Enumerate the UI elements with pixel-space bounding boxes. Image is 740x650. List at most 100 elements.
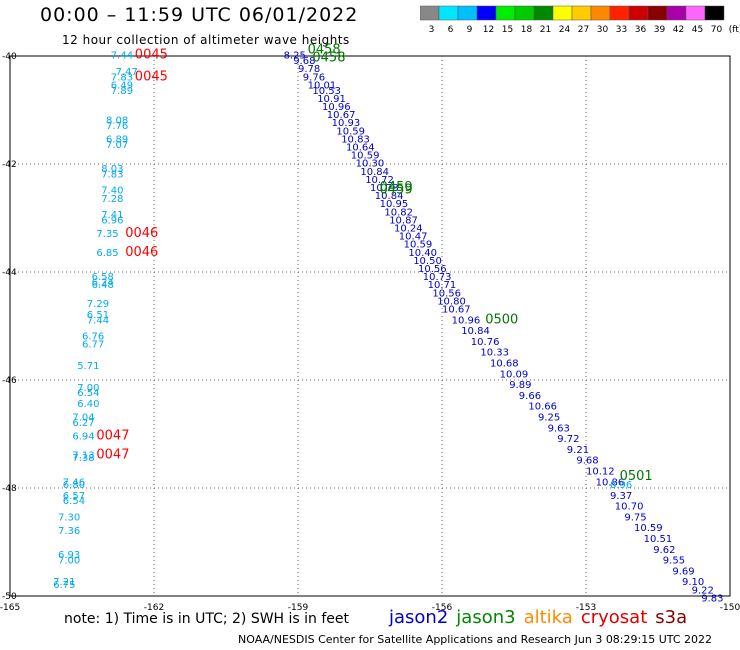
wave-height-label: 10.24	[394, 224, 423, 235]
wave-height-label: 10.56	[418, 264, 447, 275]
wave-height-label: 7.04	[72, 413, 94, 424]
wave-height-label: 10.82	[384, 207, 413, 218]
wave-height-label: 7.36	[58, 526, 80, 537]
wave-height-label: 10.83	[341, 134, 370, 145]
wave-height-label: 7.00	[58, 556, 80, 567]
wave-height-label: 10.73	[423, 272, 452, 283]
wave-height-label: 9.66	[519, 391, 541, 402]
pass-time-label: 0459	[380, 180, 413, 195]
wave-height-label: 7.07	[106, 140, 128, 151]
colorbar-label: 30	[597, 25, 609, 35]
wave-height-label: 6.80	[63, 480, 85, 491]
wave-height-label: 10.95	[380, 199, 409, 210]
wave-height-label: 10.84	[461, 326, 490, 337]
x-tick-label: -156	[432, 603, 453, 613]
wave-height-label: 9.69	[672, 566, 694, 577]
satellite-legend-item: cryosat	[580, 607, 648, 628]
wave-height-label: 6.24	[92, 278, 114, 289]
wave-height-label: 9.21	[567, 445, 589, 456]
satellite-legend-item: jason2	[389, 607, 449, 628]
wave-height-label: 6.54	[77, 388, 99, 399]
wave-height-label: 7.76	[106, 121, 128, 132]
y-tick-label: -42	[2, 160, 17, 170]
wave-height-label: 10.93	[332, 118, 361, 129]
colorbar-label: 45	[692, 25, 703, 35]
wave-height-label: 9.63	[548, 423, 570, 434]
wave-height-label: 9.62	[653, 545, 675, 556]
wave-height-label: 6.57	[63, 491, 85, 502]
satellite-legend-item: altika	[523, 607, 573, 628]
wave-height-label: 9.83	[701, 593, 723, 604]
wave-height-label: 7.44	[87, 315, 109, 326]
wave-height-label: 6.77	[82, 340, 104, 351]
colorbar-swatch	[704, 5, 725, 21]
wave-height-label: 10.78	[370, 183, 399, 194]
pass-time-label: 0046	[125, 245, 158, 260]
x-tick-label: -150	[720, 603, 740, 613]
wave-height-label: 10.53	[312, 86, 341, 97]
footer-credit: NOAA/NESDIS Center for Satellite Applica…	[238, 633, 713, 646]
x-tick-label: -153	[576, 603, 596, 613]
wave-height-label: 7.30	[58, 512, 80, 523]
wave-height-label: 7.83	[111, 72, 133, 83]
wave-height-label: 6.48	[92, 280, 114, 291]
wave-height-label: 10.66	[528, 402, 557, 413]
wave-height-label: 6.40	[77, 399, 99, 410]
wave-height-label: 7.13	[72, 450, 94, 461]
wave-height-label: 6.93	[58, 550, 80, 561]
colorbar-label: 70	[711, 25, 723, 35]
y-tick-label: -44	[2, 268, 17, 278]
wave-height-label: 7.29	[87, 299, 109, 310]
wave-height-label: 6.49	[111, 80, 133, 91]
wave-height-label: 6.85	[96, 248, 118, 259]
wave-height-label: 10.87	[389, 215, 418, 226]
wave-height-label: 10.30	[356, 159, 385, 170]
colorbar-label: 21	[540, 25, 551, 35]
chart-subtitle: 12 hour collection of altimeter wave hei…	[62, 33, 350, 47]
satellite-legend: jason2 jason3 altika cryosat s3a	[389, 607, 695, 628]
x-tick-label: -159	[288, 603, 309, 613]
wave-height-label: 10.67	[442, 305, 471, 316]
y-tick-label: -40	[2, 52, 17, 62]
wave-height-label: 10.84	[375, 191, 404, 202]
wave-height-label: 10.96	[322, 102, 351, 113]
wave-height-label: 10.47	[399, 232, 428, 243]
wave-height-label: 6.96	[101, 215, 123, 226]
wave-height-label: 9.22	[692, 585, 714, 596]
x-tick-label: -162	[144, 603, 164, 613]
colorbar-label: 6	[448, 25, 454, 35]
wave-height-label: 10.84	[360, 167, 389, 178]
wave-height-label: 10.09	[500, 369, 529, 380]
wave-height-label: 7.21	[53, 577, 75, 588]
wave-height-label: 8.96	[610, 480, 632, 491]
wave-height-label: 10.86	[596, 477, 625, 488]
wave-height-label: 10.51	[644, 534, 673, 545]
wave-height-label: 7.38	[72, 453, 94, 464]
y-tick-label: -48	[2, 484, 17, 494]
wave-height-label: 10.76	[471, 337, 500, 348]
wave-height-label: 7.35	[96, 229, 118, 240]
wave-height-label: 10.67	[327, 110, 356, 121]
colorbar-label: 27	[578, 25, 589, 35]
y-tick-label: -50	[2, 592, 17, 602]
wave-height-label: 9.55	[663, 556, 685, 567]
pass-time-label: 0501	[620, 469, 653, 484]
y-tick-label: -46	[2, 376, 17, 386]
wave-height-label: 9.89	[509, 380, 531, 391]
colorbar-label: 36	[635, 25, 647, 35]
pass-time-label: 0459	[380, 183, 413, 198]
chart-title: 00:00 – 11:59 UTC 06/01/2022	[40, 4, 359, 26]
wave-height-label: 8.25	[284, 51, 306, 62]
wave-height-label: 10.33	[480, 348, 509, 359]
wave-height-label: 9.10	[682, 577, 704, 588]
colorbar-label: 24	[559, 25, 571, 35]
wave-height-label: 9.68	[576, 456, 598, 467]
wave-height-label: 7.46	[63, 477, 85, 488]
colorbar-label: 42	[673, 25, 684, 35]
pass-time-label: 0046	[125, 226, 158, 241]
colorbar-label: 15	[502, 25, 513, 35]
wave-height-label: 7.89	[111, 86, 133, 97]
wave-height-label: 10.56	[432, 288, 461, 299]
